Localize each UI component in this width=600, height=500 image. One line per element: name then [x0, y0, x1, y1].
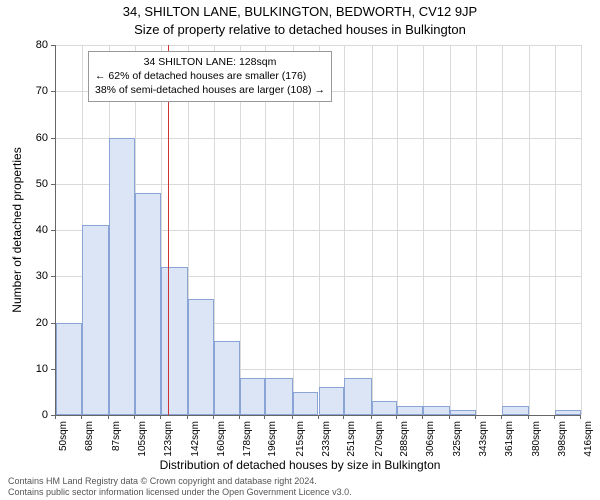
histogram-bar	[82, 225, 109, 415]
y-tick-mark	[51, 138, 55, 139]
x-tick-label: 325sqm	[452, 421, 463, 457]
x-tick-label: 251sqm	[346, 421, 357, 457]
x-tick-label: 178sqm	[242, 421, 253, 457]
x-tick-mark	[264, 415, 265, 419]
x-tick-mark	[134, 415, 135, 419]
x-tick-label: 215sqm	[295, 421, 306, 457]
grid-line	[529, 45, 530, 415]
x-tick-mark	[213, 415, 214, 419]
annotation-line-3: 38% of semi-detached houses are larger (…	[95, 83, 325, 97]
histogram-bar	[423, 406, 450, 415]
histogram-bar	[555, 410, 581, 415]
grid-line	[555, 45, 556, 415]
x-tick-label: 270sqm	[374, 421, 385, 457]
x-tick-mark	[187, 415, 188, 419]
x-tick-mark	[160, 415, 161, 419]
x-tick-label: 288sqm	[399, 421, 410, 457]
chart-title-main: 34, SHILTON LANE, BULKINGTON, BEDWORTH, …	[0, 4, 600, 19]
x-tick-label: 123sqm	[163, 421, 174, 457]
footer-line-1: Contains HM Land Registry data © Crown c…	[8, 476, 352, 487]
annotation-line-2: ← 62% of detached houses are smaller (17…	[95, 69, 325, 83]
histogram-bar	[293, 392, 319, 415]
histogram-bar	[265, 378, 292, 415]
x-tick-mark	[449, 415, 450, 419]
plot-area: 34 SHILTON LANE: 128sqm← 62% of detached…	[55, 45, 581, 416]
histogram-bar	[188, 299, 214, 415]
histogram-bar	[319, 387, 345, 415]
x-tick-label: 398sqm	[557, 421, 568, 457]
x-tick-label: 105sqm	[137, 421, 148, 457]
y-tick-mark	[51, 230, 55, 231]
grid-line	[344, 45, 345, 415]
y-tick-label: 40	[8, 224, 48, 236]
y-tick-label: 10	[8, 363, 48, 375]
grid-line	[581, 45, 582, 415]
histogram-bar	[397, 406, 423, 415]
y-tick-mark	[51, 369, 55, 370]
histogram-bar	[161, 267, 188, 415]
grid-line	[450, 45, 451, 415]
histogram-bar	[56, 323, 82, 416]
grid-line	[56, 45, 581, 46]
histogram-bar	[240, 378, 266, 415]
x-tick-mark	[501, 415, 502, 419]
x-tick-label: 142sqm	[190, 421, 201, 457]
x-tick-mark	[343, 415, 344, 419]
histogram-bar	[372, 401, 398, 415]
x-tick-label: 416sqm	[583, 421, 594, 457]
x-tick-mark	[580, 415, 581, 419]
chart-title-sub: Size of property relative to detached ho…	[0, 22, 600, 37]
x-tick-label: 380sqm	[531, 421, 542, 457]
footer-attribution: Contains HM Land Registry data © Crown c…	[8, 476, 352, 499]
y-tick-label: 30	[8, 270, 48, 282]
footer-line-2: Contains public sector information licen…	[8, 487, 352, 498]
x-tick-label: 361sqm	[504, 421, 515, 457]
x-tick-label: 160sqm	[216, 421, 227, 457]
y-tick-mark	[51, 45, 55, 46]
x-tick-mark	[554, 415, 555, 419]
x-tick-mark	[55, 415, 56, 419]
grid-line	[397, 45, 398, 415]
y-tick-label: 20	[8, 317, 48, 329]
histogram-bar	[502, 406, 529, 415]
x-tick-label: 343sqm	[478, 421, 489, 457]
x-tick-mark	[108, 415, 109, 419]
y-tick-label: 70	[8, 85, 48, 97]
grid-line	[476, 45, 477, 415]
x-tick-mark	[371, 415, 372, 419]
grid-line	[423, 45, 424, 415]
y-tick-mark	[51, 91, 55, 92]
x-tick-mark	[318, 415, 319, 419]
grid-line	[502, 45, 503, 415]
annotation-box: 34 SHILTON LANE: 128sqm← 62% of detached…	[88, 51, 332, 102]
x-tick-mark	[422, 415, 423, 419]
y-tick-label: 50	[8, 178, 48, 190]
histogram-bar	[109, 138, 135, 416]
y-tick-label: 80	[8, 39, 48, 51]
annotation-line-1: 34 SHILTON LANE: 128sqm	[95, 55, 325, 69]
x-tick-mark	[396, 415, 397, 419]
histogram-bar	[344, 378, 371, 415]
x-tick-label: 68sqm	[84, 421, 95, 451]
y-tick-label: 60	[8, 132, 48, 144]
y-tick-mark	[51, 184, 55, 185]
histogram-bar	[214, 341, 240, 415]
histogram-bar	[135, 193, 161, 415]
x-tick-label: 50sqm	[58, 421, 69, 451]
x-axis-label: Distribution of detached houses by size …	[0, 458, 600, 472]
histogram-bar	[450, 410, 476, 415]
x-tick-mark	[81, 415, 82, 419]
y-tick-label: 0	[8, 409, 48, 421]
x-tick-mark	[528, 415, 529, 419]
x-tick-mark	[292, 415, 293, 419]
y-tick-mark	[51, 276, 55, 277]
x-tick-mark	[475, 415, 476, 419]
x-tick-label: 87sqm	[111, 421, 122, 451]
x-tick-label: 233sqm	[321, 421, 332, 457]
y-tick-mark	[51, 323, 55, 324]
x-tick-label: 306sqm	[425, 421, 436, 457]
x-tick-mark	[239, 415, 240, 419]
x-tick-label: 196sqm	[267, 421, 278, 457]
grid-line	[372, 45, 373, 415]
